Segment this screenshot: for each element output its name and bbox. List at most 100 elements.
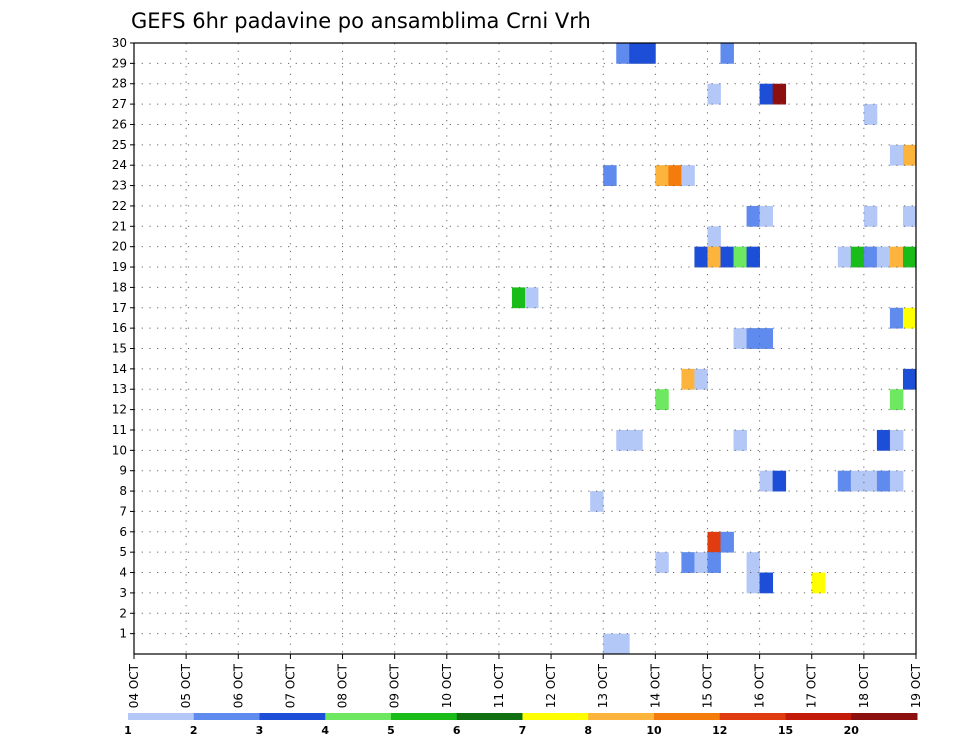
x-tick-label: 16 OCT [753, 663, 767, 708]
y-tick-label: 5 [119, 545, 127, 559]
y-tick-label: 16 [112, 321, 127, 335]
heatmap-cell [759, 470, 774, 492]
x-tick-label: 10 OCT [440, 663, 454, 708]
y-tick-label: 4 [119, 566, 127, 580]
heatmap-cell [616, 633, 630, 655]
heatmap-cell [733, 328, 747, 349]
colorbar-label: 10 [646, 724, 662, 737]
heatmap-cell [759, 328, 774, 349]
x-tick-label: 09 OCT [388, 663, 402, 708]
y-axis-ticks: 1234567891011121314151617181920212223242… [112, 36, 134, 641]
y-tick-label: 15 [112, 342, 127, 356]
heatmap-cell [863, 470, 878, 492]
y-tick-label: 21 [112, 219, 127, 233]
colorbar-label: 7 [519, 724, 527, 737]
heatmap-cell [902, 246, 917, 268]
colorbar-segment [391, 713, 458, 720]
heatmap-cell [746, 205, 760, 227]
x-tick-label: 12 OCT [544, 663, 558, 708]
heatmap-cell [863, 104, 878, 125]
y-tick-label: 27 [112, 97, 127, 111]
colorbar-label: 3 [256, 724, 264, 737]
colorbar-segment [193, 713, 260, 720]
heatmap-cell [863, 205, 878, 227]
heatmap-cell [837, 246, 852, 268]
y-tick-label: 10 [112, 443, 127, 457]
heatmap-cell [902, 144, 917, 166]
colorbar-label: 1 [124, 724, 132, 737]
x-tick-label: 08 OCT [336, 663, 350, 708]
colorbar-segment [851, 713, 918, 720]
x-tick-label: 18 OCT [857, 663, 871, 708]
heatmap-cell [746, 328, 760, 349]
heatmap-cell [603, 633, 617, 655]
heatmap-cells [511, 43, 917, 655]
colorbar-segment [719, 713, 786, 720]
heatmap-cell [642, 43, 656, 64]
x-tick-label: 19 OCT [909, 663, 923, 708]
y-tick-label: 2 [119, 606, 127, 620]
colorbar-segment [325, 713, 392, 720]
heatmap-cell [850, 470, 865, 492]
y-tick-label: 17 [112, 301, 127, 315]
y-tick-label: 6 [119, 525, 127, 539]
x-tick-label: 06 OCT [231, 663, 245, 708]
heatmap-cell [603, 165, 617, 186]
heatmap-cell [850, 246, 865, 268]
heatmap-cell [811, 572, 826, 594]
heatmap-cell [629, 43, 643, 64]
y-tick-label: 8 [119, 484, 127, 498]
heatmap-cell [720, 43, 734, 64]
heatmap-cell [655, 552, 669, 573]
heatmap-cell [525, 287, 539, 309]
heatmap-cell [616, 43, 630, 64]
heatmap-cell [694, 368, 708, 390]
heatmap-cell [707, 83, 721, 105]
heatmap-cell [511, 287, 526, 309]
heatmap-cell [707, 531, 721, 553]
colorbar-segment [259, 713, 326, 720]
colorbar-segment [588, 713, 655, 720]
colorbar-segment [522, 713, 589, 720]
y-tick-label: 9 [119, 464, 127, 478]
y-tick-label: 30 [112, 36, 127, 50]
plot-frame [133, 42, 917, 655]
x-tick-label: 14 OCT [648, 663, 662, 708]
heatmap-cell [902, 368, 917, 390]
heatmap-cell [720, 246, 734, 268]
y-tick-label: 14 [112, 362, 127, 376]
colorbar-segment [785, 713, 852, 720]
y-tick-label: 3 [119, 586, 127, 600]
y-tick-label: 26 [112, 117, 127, 131]
y-tick-label: 22 [112, 199, 127, 213]
heatmap-cell [746, 572, 760, 594]
x-tick-label: 13 OCT [596, 663, 610, 708]
x-axis-ticks: 04 OCT 05 OCT 06 OCT 07 OCT 08 OCT 09 OCT 10 O… [127, 654, 923, 708]
heatmap-cell [876, 246, 891, 268]
chart-title: GEFS 6hr padavine po ansamblima Crni Vrh [131, 9, 591, 33]
heatmap-cell [876, 429, 891, 451]
y-tick-label: 29 [112, 56, 127, 70]
colorbar-label: 4 [321, 724, 329, 737]
y-tick-label: 25 [112, 138, 127, 152]
heatmap-cell [902, 205, 917, 227]
y-tick-label: 7 [119, 504, 127, 518]
x-tick-label: 11 OCT [492, 663, 506, 708]
x-tick-label: 04 OCT [127, 663, 141, 708]
heatmap-cell [746, 246, 760, 268]
grid-lines [134, 42, 917, 654]
colorbar-label: 12 [712, 724, 727, 737]
colorbar-label: 5 [387, 724, 395, 737]
y-tick-label: 23 [112, 179, 127, 193]
heatmap-cell [707, 552, 721, 573]
y-tick-label: 11 [112, 423, 127, 437]
heatmap-cell [629, 429, 643, 451]
heatmap-cell [707, 246, 721, 268]
y-tick-label: 24 [112, 158, 127, 172]
heatmap-cell [681, 368, 695, 390]
heatmap-cell [889, 307, 904, 329]
heatmap-cell [681, 165, 695, 186]
colorbar-label: 15 [778, 724, 793, 737]
heatmap-cell [733, 429, 747, 451]
heatmap-cell [681, 552, 695, 573]
